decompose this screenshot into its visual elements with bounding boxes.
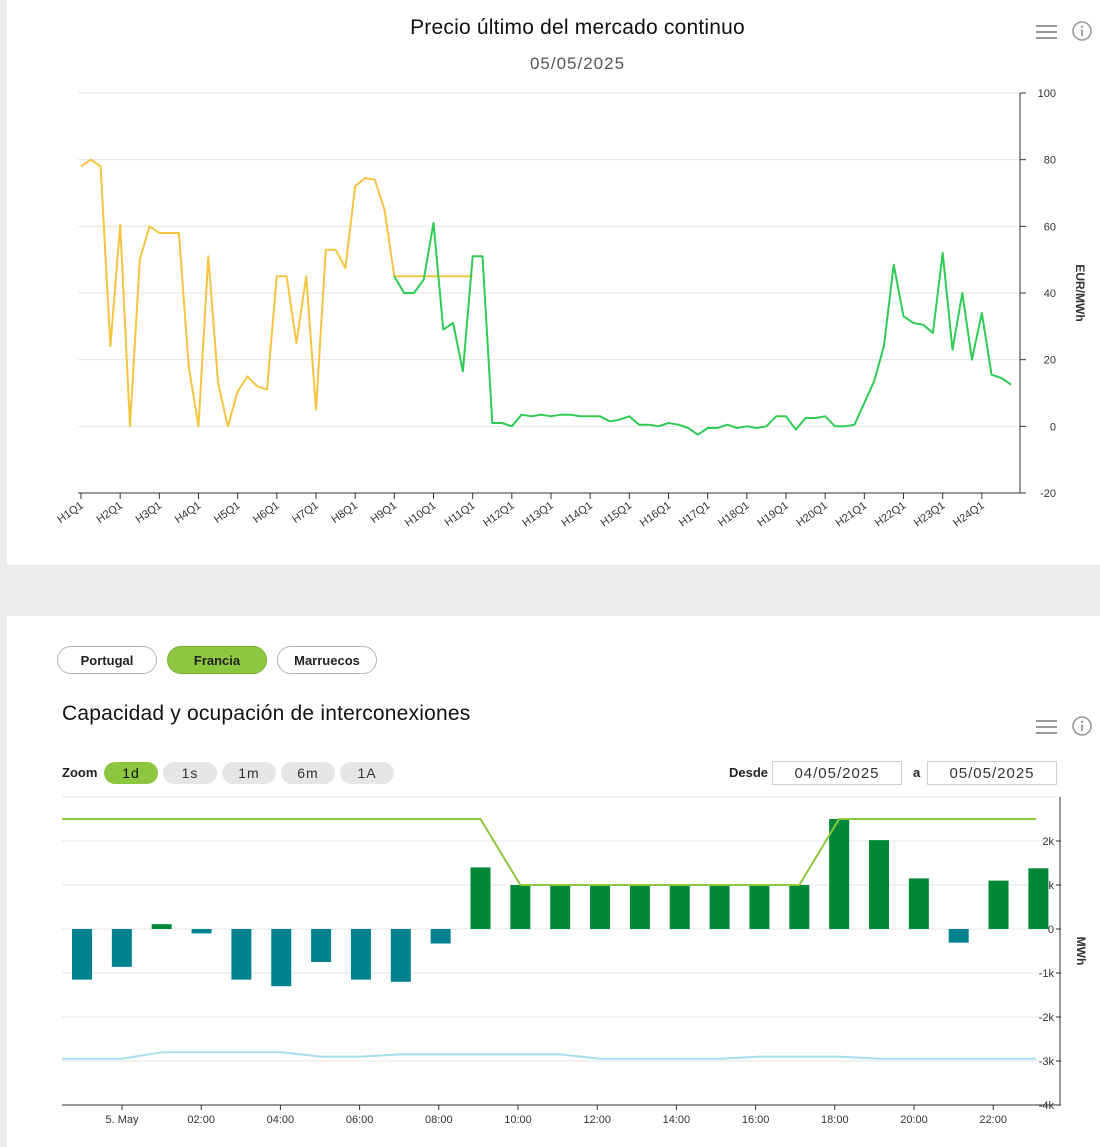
zoom-label: Zoom bbox=[62, 765, 98, 780]
x-tick-label: H4Q1 bbox=[173, 500, 203, 526]
y-tick-label: -20 bbox=[1040, 488, 1056, 500]
to-label: a bbox=[913, 765, 921, 780]
x-tick-label: H8Q1 bbox=[329, 500, 359, 526]
x-tick-label: H18Q1 bbox=[716, 500, 751, 530]
x-tick-label: H23Q1 bbox=[912, 500, 947, 530]
series-line-yellow bbox=[80, 158, 473, 428]
from-date-input[interactable] bbox=[772, 761, 902, 785]
from-label: Desde bbox=[729, 765, 769, 780]
y-tick-label: 60 bbox=[1044, 221, 1056, 233]
to-date-input[interactable] bbox=[927, 761, 1057, 785]
x-tick-label: H13Q1 bbox=[520, 500, 555, 530]
x-tick-label: H6Q1 bbox=[251, 500, 281, 526]
menu-icon[interactable] bbox=[1036, 24, 1058, 40]
tab-marruecos[interactable]: Marruecos bbox=[277, 646, 377, 674]
tab-portugal[interactable]: Portugal bbox=[57, 646, 157, 674]
x-tick-label: H5Q1 bbox=[212, 500, 242, 526]
x-tick-label: H7Q1 bbox=[290, 500, 320, 526]
x-tick-label: H24Q1 bbox=[951, 500, 986, 530]
x-tick-label: H11Q1 bbox=[443, 500, 478, 529]
x-tick-label: H21Q1 bbox=[834, 500, 869, 530]
y-tick-label: 80 bbox=[1044, 155, 1056, 167]
x-tick-label: H3Q1 bbox=[134, 500, 164, 526]
interconnection-card bbox=[7, 616, 1100, 1147]
zoom-1s-button[interactable]: 1s bbox=[163, 762, 217, 784]
x-tick-label: H20Q1 bbox=[794, 500, 829, 530]
interconnection-chart-title: Capacidad y ocupación de interconexiones bbox=[62, 702, 471, 725]
price-chart-title: Precio último del mercado continuo bbox=[410, 16, 745, 39]
x-tick-label: H9Q1 bbox=[369, 500, 399, 526]
y-tick-label: 0 bbox=[1050, 421, 1056, 433]
price-chart-subtitle: 05/05/2025 bbox=[529, 54, 626, 73]
x-tick-label: H12Q1 bbox=[481, 500, 516, 530]
price-chart-card bbox=[7, 0, 1100, 565]
info-icon[interactable] bbox=[1071, 20, 1093, 42]
x-tick-label: H14Q1 bbox=[559, 500, 594, 530]
info-icon[interactable] bbox=[1071, 715, 1093, 737]
x-tick-label: H1Q1 bbox=[55, 500, 85, 526]
zoom-1m-button[interactable]: 1m bbox=[222, 762, 276, 784]
menu-icon[interactable] bbox=[1036, 719, 1058, 735]
series-line-green bbox=[393, 222, 1012, 436]
y-tick-label: 20 bbox=[1044, 355, 1056, 367]
x-tick-label: H2Q1 bbox=[94, 500, 124, 526]
zoom-1a-button[interactable]: 1A bbox=[340, 762, 394, 784]
x-tick-label: H19Q1 bbox=[755, 500, 790, 530]
price-line-chart: 100 80 60 40 20 0 -20 EUR/MWh H1Q1 H2Q1 H3Q1 H4Q1 H5… bbox=[55, 88, 1087, 530]
x-tick-label: H15Q1 bbox=[599, 500, 634, 530]
tab-francia[interactable]: Francia bbox=[167, 646, 267, 674]
x-tick-label: H17Q1 bbox=[677, 500, 712, 530]
y-tick-label: 100 bbox=[1038, 88, 1056, 100]
x-tick-label: H10Q1 bbox=[403, 500, 438, 530]
y-tick-label: 40 bbox=[1044, 288, 1056, 300]
x-tick-label: H16Q1 bbox=[638, 500, 673, 530]
zoom-1d-button[interactable]: 1d bbox=[104, 762, 158, 784]
zoom-6m-button[interactable]: 6m bbox=[281, 762, 335, 784]
x-tick-label: H22Q1 bbox=[873, 500, 908, 530]
y-axis-label: EUR/MWh bbox=[1073, 264, 1087, 321]
